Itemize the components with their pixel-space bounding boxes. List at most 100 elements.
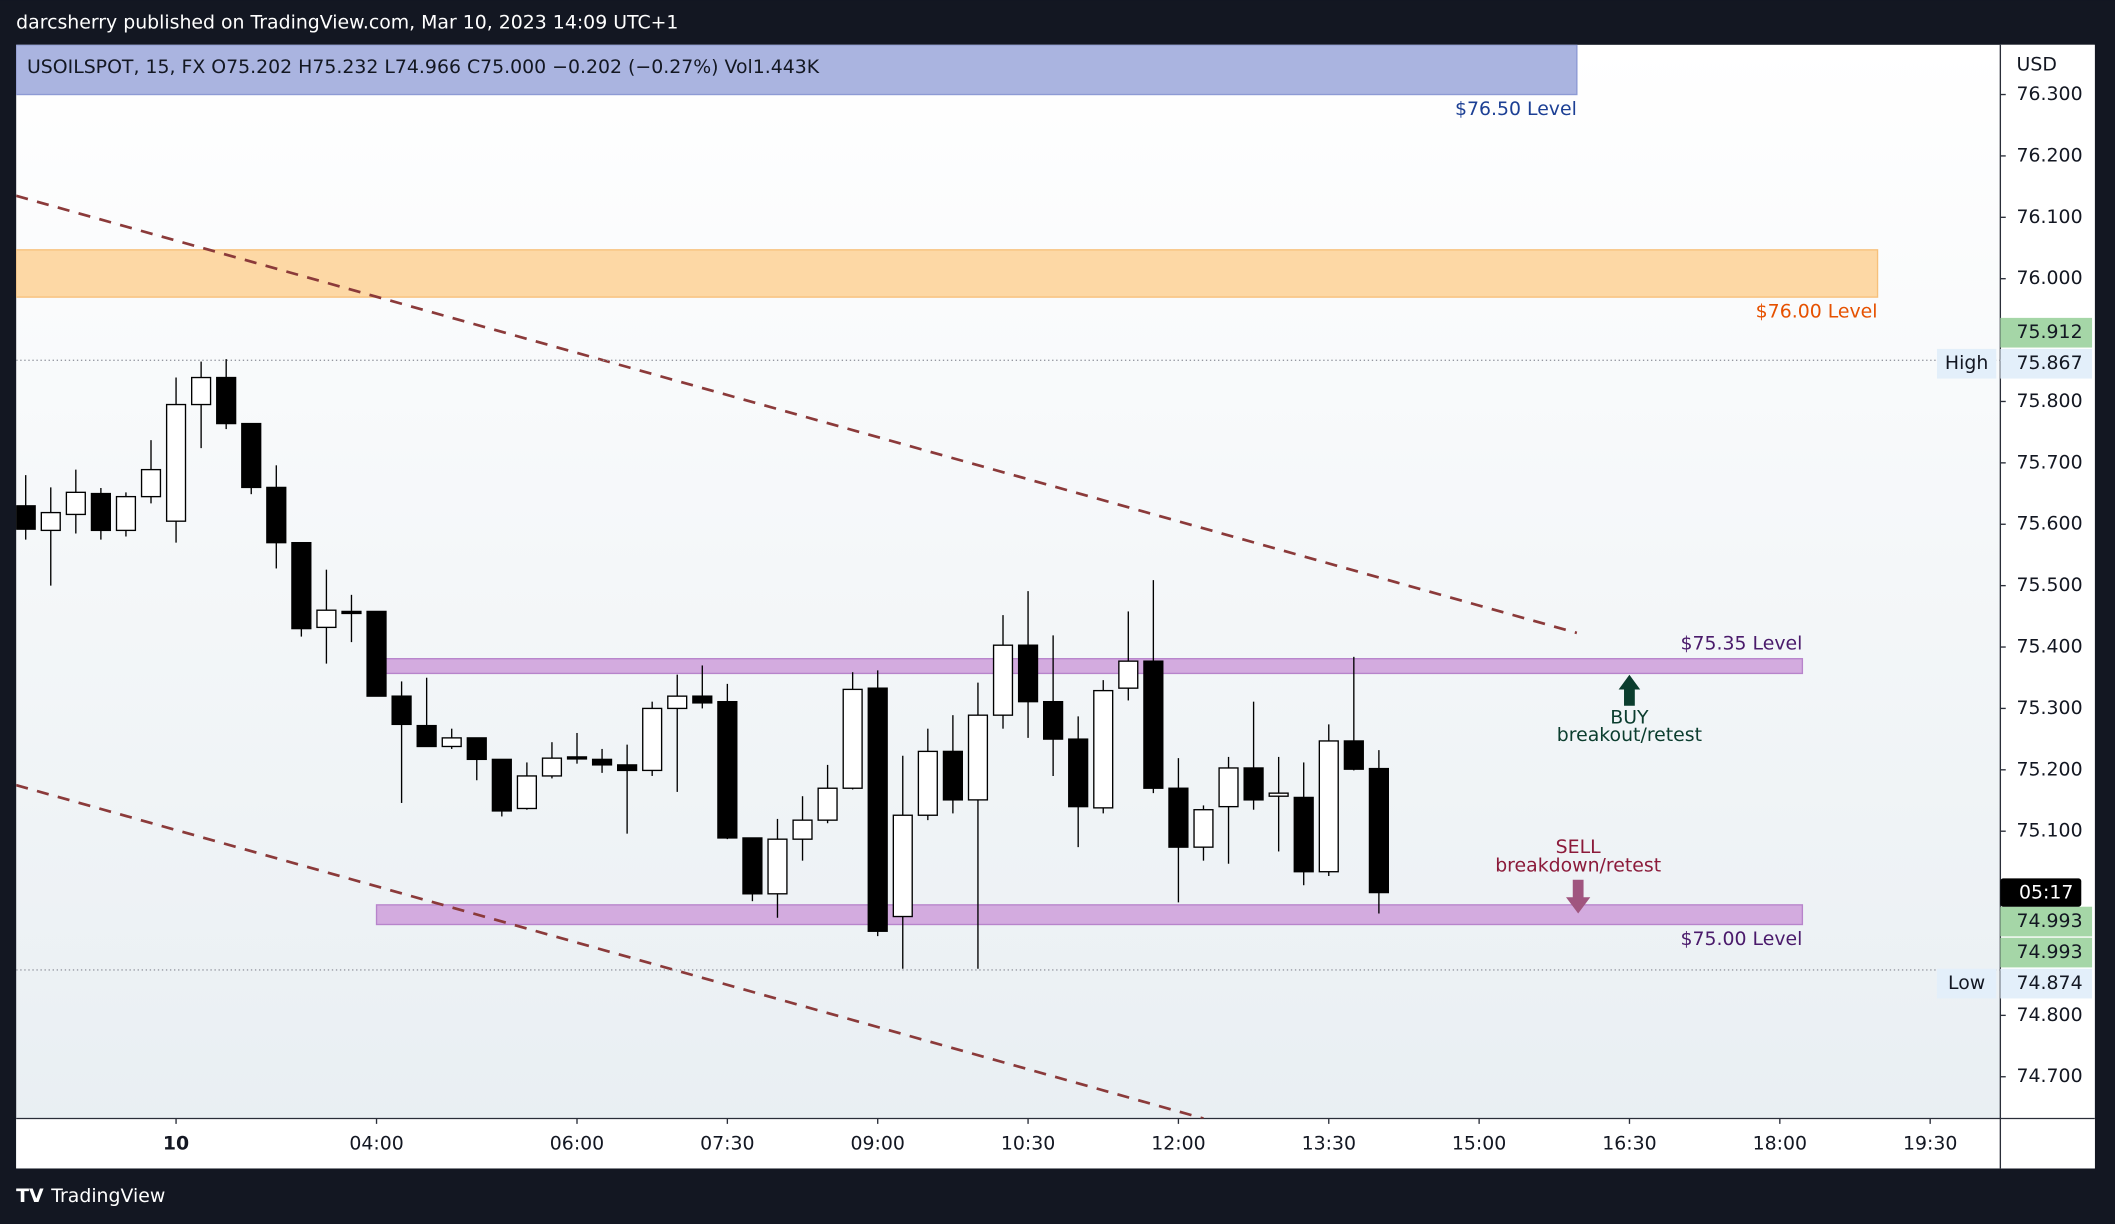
x-tick-label: 15:00 (1452, 1133, 1506, 1155)
candle-body (767, 838, 788, 895)
price-marker: 74.874 (2017, 972, 2083, 994)
y-tick-label: 75.300 (2017, 697, 2083, 719)
candle-body (316, 609, 337, 629)
price-marker-name: High (1945, 352, 1988, 374)
price-marker-name-box (1936, 968, 1997, 999)
brand: TradingView (50, 1185, 165, 1207)
candle-body (1093, 689, 1114, 809)
price-marker-box (2000, 968, 2093, 999)
legend: USOILSPOT, 15, FX O75.202 H75.232 L74.96… (27, 56, 820, 78)
candle-body (1268, 792, 1289, 797)
candle-body (241, 422, 262, 489)
level-zone (375, 904, 1804, 926)
candle-body (892, 814, 913, 918)
y-tick-label: 75.500 (2017, 574, 2083, 596)
x-tick-label: 13:30 (1302, 1133, 1356, 1155)
sell-label: SELL (1556, 836, 1601, 858)
x-tick-label: 07:30 (700, 1133, 754, 1155)
time-axis (16, 1118, 2095, 1169)
candle-body (16, 505, 36, 530)
candle-body (817, 787, 838, 821)
countdown-box (2000, 878, 2082, 907)
level-zone (16, 249, 1879, 298)
candle-body (591, 758, 613, 766)
trendline (16, 783, 1204, 1119)
candle-body (942, 750, 964, 801)
x-tick-label: 19:30 (1903, 1133, 1957, 1155)
candle-body (1243, 767, 1264, 801)
candle-body (667, 695, 688, 710)
price-marker: 74.993 (2017, 910, 2083, 932)
y-tick-label: 75.700 (2017, 451, 2083, 473)
price-marker: 75.912 (2017, 321, 2083, 343)
x-tick-label: 10 (163, 1133, 189, 1155)
candle-body (1017, 644, 1039, 703)
trendline (16, 194, 1578, 635)
candle-body (792, 819, 813, 840)
candle-body (541, 757, 563, 777)
y-tick-label: 76.300 (2017, 83, 2083, 105)
candle-body (115, 495, 137, 532)
candle-body (191, 376, 212, 406)
candle-body (842, 688, 863, 789)
candle-body (291, 541, 312, 630)
candle-body (917, 750, 938, 816)
y-tick-label: 75.400 (2017, 636, 2083, 658)
x-tick-label: 04:00 (349, 1133, 403, 1155)
y-tick-label: 75.600 (2017, 513, 2083, 535)
buy-note: breakout/retest (1557, 724, 1702, 746)
countdown: 05:17 (2019, 882, 2073, 904)
candle-body (266, 486, 287, 544)
y-tick-label: 74.700 (2017, 1065, 2083, 1087)
candle-body (140, 468, 162, 498)
price-marker-box (2000, 348, 2093, 379)
sell-arrow (1566, 879, 1591, 914)
y-tick-label: 75.200 (2017, 758, 2083, 780)
candle-body (1218, 767, 1239, 808)
buy-label: BUY (1610, 706, 1649, 728)
candle-body (366, 610, 387, 697)
candle-body (1068, 738, 1089, 808)
level-zone (16, 44, 1578, 96)
y-tick-label: 74.800 (2017, 1004, 2083, 1026)
candle-body (341, 610, 362, 615)
level-label: $76.00 Level (1756, 300, 1878, 322)
y-tick-label: 76.200 (2017, 144, 2083, 166)
chart-area (16, 44, 2095, 1169)
candle-body (1318, 740, 1339, 873)
candle-body (441, 737, 462, 748)
x-tick-label: 10:30 (1001, 1133, 1055, 1155)
candle-body (466, 737, 487, 761)
candle-body (1343, 740, 1364, 770)
level-label: $76.50 Level (1455, 98, 1577, 120)
price-marker-box (2000, 937, 2093, 968)
brand-mark: TV (16, 1185, 44, 1207)
candle-body (1193, 809, 1214, 848)
candle-body (642, 707, 663, 772)
y-tick-label: 75.100 (2017, 820, 2083, 842)
level-label: $75.00 Level (1681, 928, 1803, 950)
y-tick-label: 75.800 (2017, 390, 2083, 412)
candle-body (1118, 660, 1139, 689)
level-zone (375, 658, 1804, 675)
candle-body (65, 491, 86, 516)
candle-body (391, 695, 412, 726)
candle-body (742, 837, 763, 895)
y-tick-label: 76.100 (2017, 206, 2083, 228)
candle-body (491, 758, 512, 812)
price-marker-name-box (1936, 348, 1997, 379)
candle-body (867, 687, 888, 932)
plot (16, 44, 2001, 1119)
currency: USD (2017, 54, 2057, 76)
candle-body (165, 403, 187, 522)
candle-body (566, 756, 588, 760)
buy-arrow (1618, 674, 1641, 706)
candle-body (90, 492, 112, 532)
candle-body (967, 714, 989, 801)
candle-body (1368, 767, 1390, 894)
candle-body (692, 695, 713, 704)
sell-note: breakdown/retest (1495, 855, 1661, 877)
candle-body (1168, 787, 1189, 848)
candle-body (1143, 660, 1164, 789)
